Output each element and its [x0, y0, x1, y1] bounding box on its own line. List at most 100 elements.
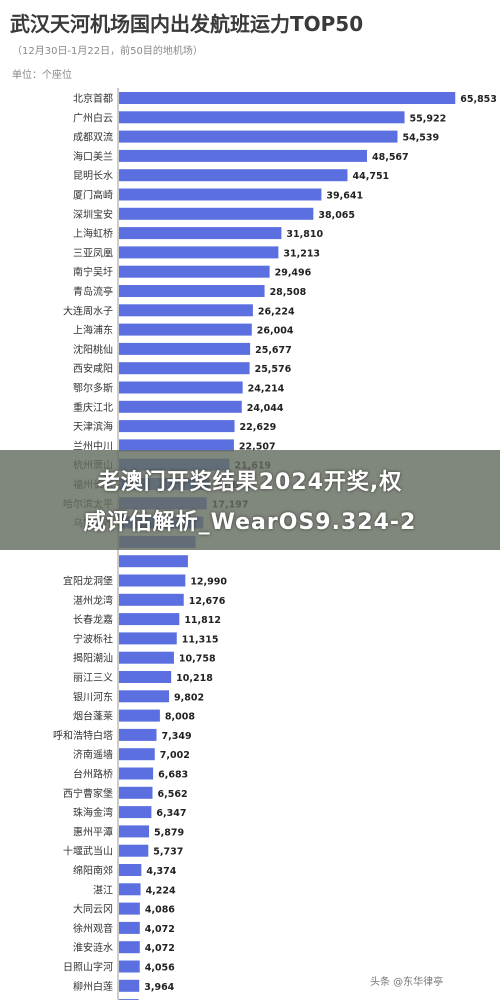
- value-label: 26,224: [258, 306, 295, 317]
- banner-line-1: 老澳门开奖结果2024开奖,权: [97, 470, 403, 495]
- category-label: 济南遥墙: [73, 748, 113, 761]
- bar: [119, 149, 367, 162]
- value-label: 3,964: [144, 982, 174, 993]
- bar: [119, 883, 141, 896]
- value-label: 5,737: [153, 847, 183, 858]
- category-label: 西宁曹家堡: [63, 787, 113, 800]
- bar: [119, 979, 140, 992]
- value-label: 4,374: [146, 866, 176, 877]
- bar: [119, 169, 348, 182]
- bar: [119, 207, 314, 220]
- category-label: 昆明长水: [73, 170, 113, 182]
- bar: [119, 285, 265, 297]
- value-label: 12,990: [190, 577, 227, 588]
- value-label: 31,213: [283, 248, 320, 259]
- source-watermark: 头条 @东华律亭: [370, 977, 444, 988]
- bar: [119, 420, 235, 433]
- value-label: 8,008: [165, 712, 195, 723]
- category-label: 湛州龙湾: [73, 594, 113, 607]
- bar: [119, 806, 152, 819]
- value-label: 6,562: [158, 789, 188, 800]
- category-label: 宜阳龙洞堡: [63, 575, 113, 588]
- value-label: 55,922: [410, 113, 447, 124]
- bar: [119, 709, 160, 722]
- category-label: 揭阳潮汕: [73, 652, 113, 665]
- value-label: 4,086: [145, 905, 175, 916]
- category-label: 丽江三义: [73, 672, 113, 684]
- value-label: 29,496: [275, 268, 312, 279]
- category-label: 绵阳南郊: [73, 864, 113, 877]
- category-label: 银川河东: [73, 690, 113, 703]
- bar: [119, 362, 250, 375]
- value-label: 6,683: [158, 770, 188, 781]
- bar: [119, 92, 456, 104]
- category-label: 西安咸阳: [73, 362, 113, 375]
- value-label: 31,810: [286, 229, 323, 240]
- category-label: 珠海金湾: [73, 806, 113, 819]
- bar: [119, 400, 242, 413]
- category-label: 烟台蓬莱: [73, 710, 113, 723]
- category-label: 兰州中川: [73, 439, 113, 452]
- bar: [119, 921, 140, 934]
- bar: [119, 864, 142, 876]
- value-label: 4,056: [145, 963, 175, 974]
- category-label: 海口美兰: [73, 150, 113, 163]
- bar: [119, 574, 186, 587]
- bar: [119, 130, 398, 143]
- value-label: 11,812: [184, 615, 221, 626]
- bar: [119, 902, 140, 915]
- category-label: 广州白云: [73, 111, 113, 124]
- unit-label: 单位：个座位: [12, 70, 72, 81]
- value-label: 26,004: [257, 326, 294, 337]
- category-label: 北京首都: [73, 92, 113, 105]
- bar: [119, 844, 149, 857]
- category-label: 南宁吴圩: [73, 266, 113, 279]
- category-label: 青岛流亭: [73, 285, 113, 298]
- category-label: 十堰武当山: [63, 845, 113, 858]
- bar: [119, 304, 253, 317]
- value-label: 25,576: [255, 364, 292, 375]
- chart-subtitle: （12月30日-1月22日，前50目的地机场）: [12, 46, 203, 57]
- value-label: 44,751: [353, 171, 390, 182]
- value-label: 4,072: [145, 943, 175, 954]
- category-label: 柳州白莲: [73, 980, 113, 993]
- category-label: 天津滨海: [73, 420, 113, 433]
- category-label: 重庆江北: [73, 401, 113, 414]
- bar: [119, 188, 322, 201]
- value-label: 38,065: [318, 210, 355, 221]
- category-label: 深圳宝安: [73, 208, 113, 221]
- value-label: 39,641: [326, 191, 363, 202]
- bar: [119, 786, 153, 799]
- value-label: 54,539: [402, 133, 439, 144]
- category-label: 上海虹桥: [73, 227, 113, 240]
- bar: [119, 671, 172, 683]
- chart-title: 武汉天河机场国内出发航班运力TOP50: [10, 12, 364, 36]
- category-label: 三亚凤凰: [73, 247, 113, 259]
- value-label: 9,802: [174, 692, 204, 703]
- bar: [119, 265, 270, 278]
- category-label: 日照山字河: [63, 961, 113, 974]
- category-label: 宁波栎社: [73, 632, 113, 645]
- value-label: 24,214: [248, 384, 285, 395]
- bar: [119, 323, 252, 336]
- category-label: 呼和浩特白塔: [53, 729, 113, 742]
- category-label: 厦门高崎: [73, 189, 113, 202]
- bar: [119, 941, 140, 954]
- category-label: 大连周水子: [63, 304, 113, 317]
- category-label: 成都双流: [73, 131, 113, 144]
- value-label: 12,676: [189, 596, 226, 607]
- bar: [119, 381, 243, 394]
- value-label: 24,044: [247, 403, 284, 414]
- value-label: 4,072: [145, 924, 175, 935]
- bar: [119, 342, 251, 355]
- bar: [119, 593, 184, 606]
- value-label: 25,677: [255, 345, 292, 356]
- bar: [119, 227, 282, 240]
- value-label: 10,758: [179, 654, 216, 665]
- bar: [119, 748, 155, 761]
- bar: [119, 767, 154, 780]
- value-label: 7,349: [162, 731, 192, 742]
- value-label: 6,347: [156, 808, 186, 819]
- category-label: 徐州观音: [73, 922, 113, 935]
- value-label: 5,879: [154, 827, 184, 838]
